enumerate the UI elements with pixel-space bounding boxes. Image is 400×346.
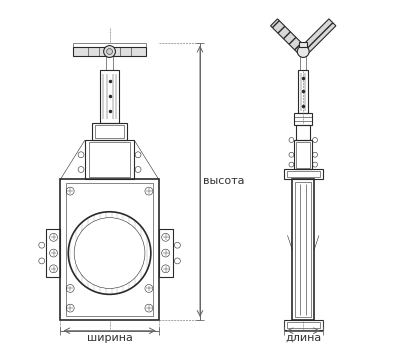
Bar [286,322,320,328]
Text: высота: высота [203,176,244,186]
Bar [100,70,119,123]
Bar [106,56,114,70]
Text: ширина: ширина [87,333,132,343]
Bar [294,140,312,170]
Bar [60,179,159,320]
Bar [286,172,320,177]
Bar [95,125,124,138]
Bar [295,182,311,317]
Bar [66,183,153,316]
Bar [89,142,130,177]
Bar [159,229,174,277]
Circle shape [107,48,112,54]
Bar [85,140,134,179]
Circle shape [297,46,309,57]
Polygon shape [300,19,336,55]
Polygon shape [270,19,307,55]
Bar [284,320,323,330]
Bar [296,142,310,167]
Bar [298,70,308,113]
Bar [92,123,127,140]
Bar [299,42,307,47]
Text: длина: длина [285,333,321,343]
Bar [292,179,314,320]
Bar [296,125,310,140]
Bar [46,229,60,277]
Bar [73,47,146,56]
Bar [294,113,312,125]
Circle shape [104,46,116,57]
Bar [300,56,306,70]
Bar [284,170,323,179]
